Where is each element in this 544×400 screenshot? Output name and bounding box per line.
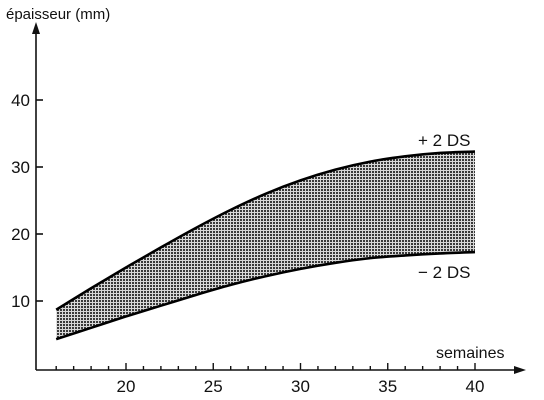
x-tick-label: 35 (378, 377, 397, 396)
y-tick-label: 20 (11, 225, 30, 244)
series-label-upper: + 2 DS (418, 131, 470, 150)
reference-band (56, 151, 475, 340)
y-tick-label: 40 (11, 91, 30, 110)
x-tick-label: 30 (291, 377, 310, 396)
y-axis-arrow (32, 22, 40, 34)
x-ticks: 20 25 30 35 40 (55, 363, 485, 396)
y-axis-label: épaisseur (mm) (6, 6, 110, 23)
x-axis-arrow (514, 366, 526, 374)
x-axis-label: semaines (436, 345, 504, 362)
x-tick-label: 40 (466, 377, 485, 396)
series-label-lower: − 2 DS (418, 263, 470, 282)
x-tick-label: 20 (117, 377, 136, 396)
x-tick-label: 25 (204, 377, 223, 396)
y-tick-label: 30 (11, 158, 30, 177)
series-line-upper (55, 150, 476, 311)
y-tick-label: 10 (11, 292, 30, 311)
series-line-lower (55, 250, 476, 341)
y-ticks: 10 20 30 40 (11, 91, 43, 311)
axes (32, 22, 526, 374)
